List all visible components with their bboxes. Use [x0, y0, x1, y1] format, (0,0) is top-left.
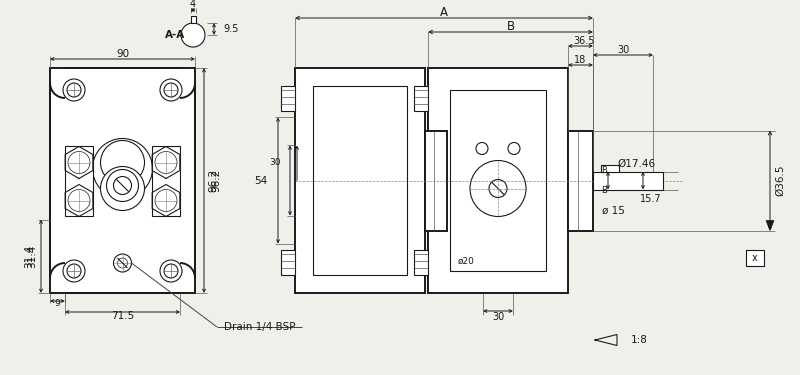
- Text: Ø17.46: Ø17.46: [617, 159, 655, 168]
- Bar: [295, 68, 425, 293]
- Text: 96.2: 96.2: [211, 169, 221, 192]
- Bar: [414, 250, 428, 275]
- Bar: [601, 165, 619, 171]
- Circle shape: [489, 180, 507, 198]
- Circle shape: [63, 260, 85, 282]
- Bar: [746, 250, 764, 266]
- Circle shape: [508, 190, 520, 202]
- Text: 90: 90: [116, 49, 129, 59]
- Circle shape: [476, 190, 488, 202]
- Text: 71.5: 71.5: [111, 311, 134, 321]
- Circle shape: [160, 79, 182, 101]
- Polygon shape: [766, 220, 774, 231]
- Bar: [428, 68, 568, 293]
- Bar: [281, 86, 295, 111]
- Circle shape: [181, 23, 205, 47]
- Text: A: A: [440, 6, 448, 20]
- Text: B: B: [601, 186, 607, 195]
- Text: ø 15: ø 15: [602, 206, 625, 216]
- Circle shape: [470, 160, 526, 216]
- Text: 30: 30: [270, 159, 281, 168]
- Text: 96.2: 96.2: [208, 169, 218, 192]
- Bar: [152, 146, 180, 216]
- Text: 9.5: 9.5: [223, 24, 238, 34]
- Circle shape: [68, 152, 90, 174]
- Text: 30: 30: [617, 45, 629, 55]
- Circle shape: [508, 142, 520, 154]
- Text: x: x: [752, 253, 758, 263]
- Bar: [65, 146, 93, 216]
- Circle shape: [101, 166, 145, 210]
- Text: 15.7: 15.7: [640, 195, 662, 204]
- Bar: [450, 90, 546, 271]
- Bar: [593, 171, 663, 189]
- Text: 9: 9: [54, 300, 60, 309]
- Text: B: B: [506, 21, 514, 33]
- Circle shape: [63, 79, 85, 101]
- Text: A-A: A-A: [165, 30, 185, 40]
- Text: B: B: [601, 166, 607, 175]
- Circle shape: [155, 152, 177, 174]
- Text: 36.5: 36.5: [574, 36, 595, 46]
- Bar: [568, 130, 593, 231]
- Text: 4: 4: [190, 0, 196, 9]
- Circle shape: [101, 141, 145, 184]
- Text: ø20: ø20: [458, 256, 475, 265]
- Text: 31.4: 31.4: [24, 244, 34, 268]
- Bar: [281, 250, 295, 275]
- Circle shape: [155, 189, 177, 211]
- Bar: [425, 130, 447, 231]
- Circle shape: [476, 142, 488, 154]
- Text: Ø36.5: Ø36.5: [775, 165, 785, 196]
- Bar: [313, 86, 407, 275]
- Text: 30: 30: [492, 312, 504, 322]
- Circle shape: [114, 254, 131, 272]
- Text: 54: 54: [254, 176, 267, 186]
- Circle shape: [93, 138, 153, 198]
- Text: Drain 1/4 BSP: Drain 1/4 BSP: [224, 322, 296, 332]
- Text: 18: 18: [574, 55, 586, 65]
- Circle shape: [160, 260, 182, 282]
- Circle shape: [68, 189, 90, 211]
- Text: 31.4: 31.4: [27, 244, 37, 268]
- Text: 1:8: 1:8: [630, 335, 647, 345]
- Circle shape: [106, 170, 138, 201]
- Bar: [190, 16, 195, 23]
- Bar: [50, 68, 195, 293]
- Bar: [414, 86, 428, 111]
